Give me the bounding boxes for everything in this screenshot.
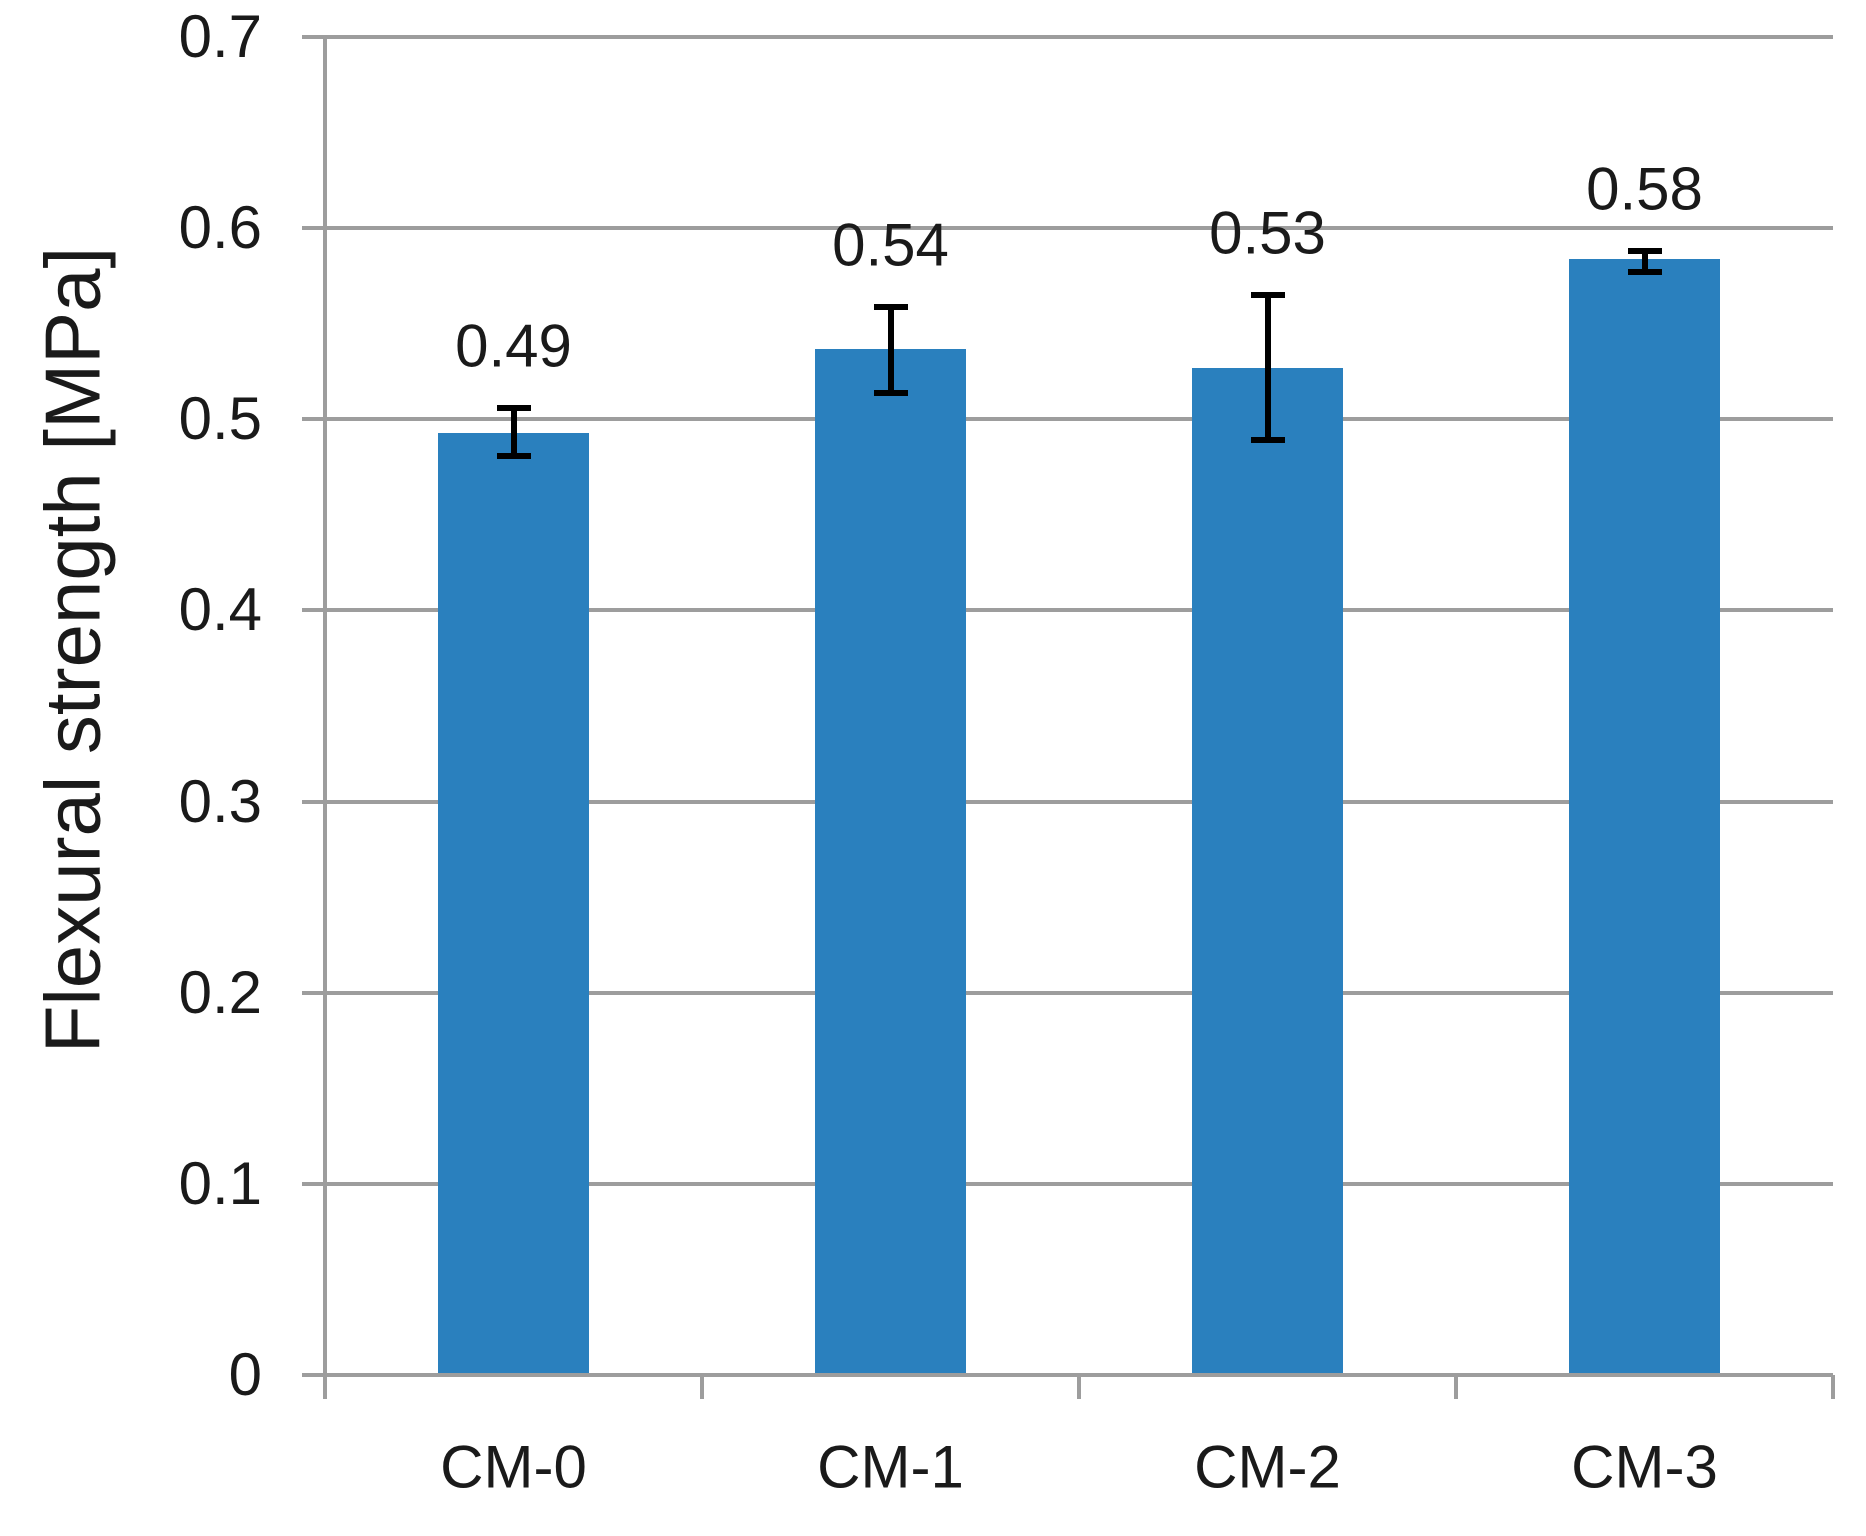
x-category-label: CM-0 (440, 1433, 587, 1501)
bar-CM-0 (438, 432, 589, 1375)
x-category-label: CM-2 (1194, 1433, 1341, 1501)
y-tick-label: 0.1 (178, 1149, 262, 1217)
error-bar-line (1641, 251, 1648, 273)
x-axis-tick (1077, 1375, 1081, 1399)
data-label: 0.54 (832, 211, 949, 278)
x-axis-tick (700, 1375, 704, 1399)
error-bar-top-cap (873, 303, 908, 310)
y-gridline (302, 799, 1833, 804)
error-bar-bottom-cap (496, 452, 531, 459)
y-gridline (302, 990, 1833, 995)
y-axis-title: Flexural strength [MPa] (28, 246, 117, 1054)
data-label: 0.58 (1586, 155, 1703, 223)
x-axis-tick (323, 1375, 327, 1399)
x-category-label: CM-1 (817, 1433, 964, 1501)
x-category-label: CM-3 (1571, 1433, 1718, 1501)
error-bar-line (887, 306, 894, 393)
data-label: 0.49 (455, 312, 572, 380)
y-gridline (302, 226, 1833, 231)
y-tick-label: 0.5 (178, 385, 262, 453)
y-tick-label: 0.4 (178, 576, 262, 644)
y-gridline (302, 1181, 1833, 1186)
bar-CM-2 (1192, 367, 1343, 1375)
y-tick-label: 0.2 (178, 958, 262, 1026)
bar-CM-3 (1569, 258, 1720, 1375)
error-bar-top-cap (1250, 292, 1285, 299)
y-tick-label: 0 (228, 1341, 262, 1408)
x-axis-line (302, 1373, 1833, 1377)
error-bar-bottom-cap (1627, 269, 1662, 276)
error-bar-line (1264, 295, 1271, 441)
y-axis-line (323, 37, 327, 1397)
error-bar-top-cap (1627, 248, 1662, 255)
y-tick-label: 0.6 (178, 194, 262, 262)
error-bar-bottom-cap (873, 389, 908, 396)
y-gridline (302, 417, 1833, 422)
bar-CM-1 (815, 348, 966, 1375)
y-gridline (302, 608, 1833, 613)
error-bar-line (510, 407, 517, 456)
error-bar-bottom-cap (1250, 437, 1285, 444)
y-tick-label: 0.3 (178, 767, 262, 835)
plot-area: 0 0.1 0.2 0.3 0.4 0.5 0.6 0.7 0.49 CM-0 0.54 CM-1 0.… (179, 6, 1835, 1501)
y-gridline (302, 35, 1833, 39)
x-axis-tick (1454, 1375, 1458, 1399)
error-bar-top-cap (496, 404, 531, 411)
x-axis-tick (1831, 1375, 1835, 1399)
y-tick-label: 0.7 (178, 3, 262, 70)
data-label: 0.53 (1209, 199, 1326, 267)
